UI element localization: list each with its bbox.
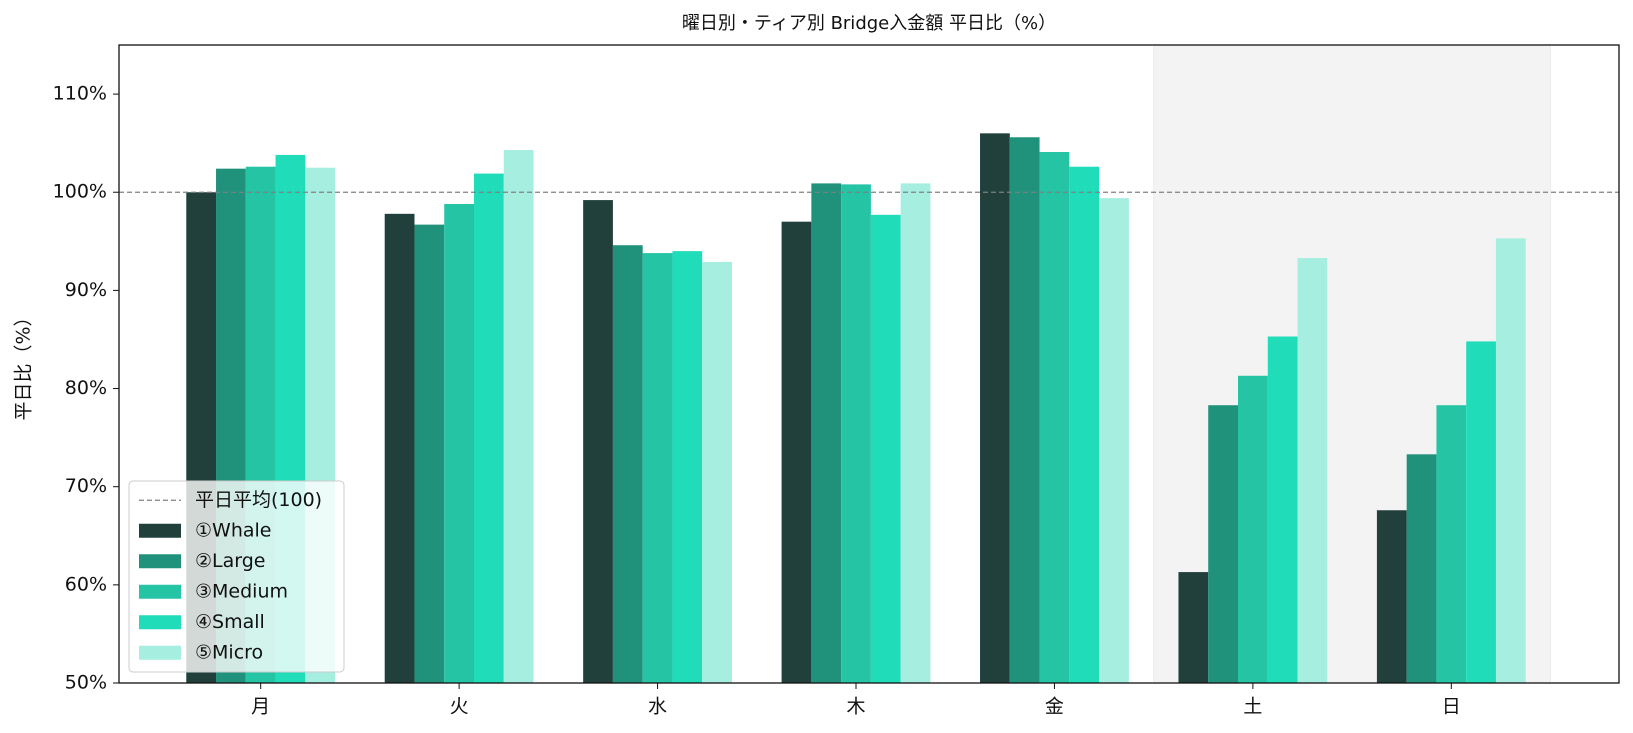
bar [1099, 198, 1129, 683]
bar [1069, 166, 1100, 684]
chart-title: 曜日別・ティア別 Bridge入金額 平日比（%） [682, 13, 1056, 34]
y-tick-label: 60% [65, 573, 107, 595]
x-tick-label: 金 [1045, 696, 1064, 718]
bar [1039, 151, 1070, 684]
x-tick-label: 火 [450, 696, 469, 718]
x-tick-label: 木 [846, 696, 865, 718]
bar [1267, 336, 1298, 683]
bar [841, 184, 871, 683]
legend-label: ②Large [195, 550, 266, 572]
bar [1178, 572, 1209, 683]
bar [672, 251, 703, 683]
bar [1466, 341, 1496, 683]
bar [1376, 510, 1407, 683]
y-tick-label: 110% [53, 83, 107, 105]
legend-label: ④Small [195, 611, 265, 633]
x-tick-label: 土 [1243, 696, 1262, 718]
bar [414, 224, 445, 684]
legend-label: 平日平均(100) [195, 489, 322, 511]
bar [702, 261, 732, 683]
bar [980, 133, 1010, 684]
bar [1237, 375, 1268, 683]
bar [811, 183, 842, 684]
legend-swatch [139, 523, 181, 538]
bar [444, 204, 475, 684]
legend-label: ⑤Micro [195, 641, 263, 663]
plot-frame [118, 44, 1620, 684]
x-tick-label: 水 [648, 696, 667, 718]
y-axis-label: 平日比（%） [13, 307, 35, 420]
legend-swatch [139, 584, 181, 599]
legend-box [128, 480, 345, 673]
bar [781, 221, 812, 683]
bar [1009, 137, 1040, 683]
legend-label: ③Medium [195, 580, 288, 602]
y-tick-label: 100% [53, 181, 107, 203]
bar [1436, 405, 1467, 683]
bar [642, 253, 673, 683]
bar [583, 200, 613, 684]
bar [474, 173, 504, 683]
x-tick-label: 月 [251, 696, 270, 718]
legend-label: ①Whale [195, 519, 271, 541]
legend-swatch [139, 645, 181, 660]
bar [1495, 238, 1526, 683]
bar [1406, 454, 1437, 683]
x-tick-label: 日 [1442, 696, 1461, 718]
bar [900, 183, 931, 684]
y-tick-label: 80% [65, 377, 107, 399]
bar [612, 245, 643, 684]
legend-swatch [139, 615, 181, 630]
y-tick-label: 70% [65, 475, 107, 497]
bar [1208, 405, 1238, 683]
y-tick-label: 50% [65, 672, 107, 694]
bar [384, 213, 415, 683]
y-tick-label: 90% [65, 279, 107, 301]
bar [870, 214, 901, 683]
legend-swatch [139, 554, 181, 569]
bar [1297, 257, 1328, 683]
bar [503, 150, 534, 684]
